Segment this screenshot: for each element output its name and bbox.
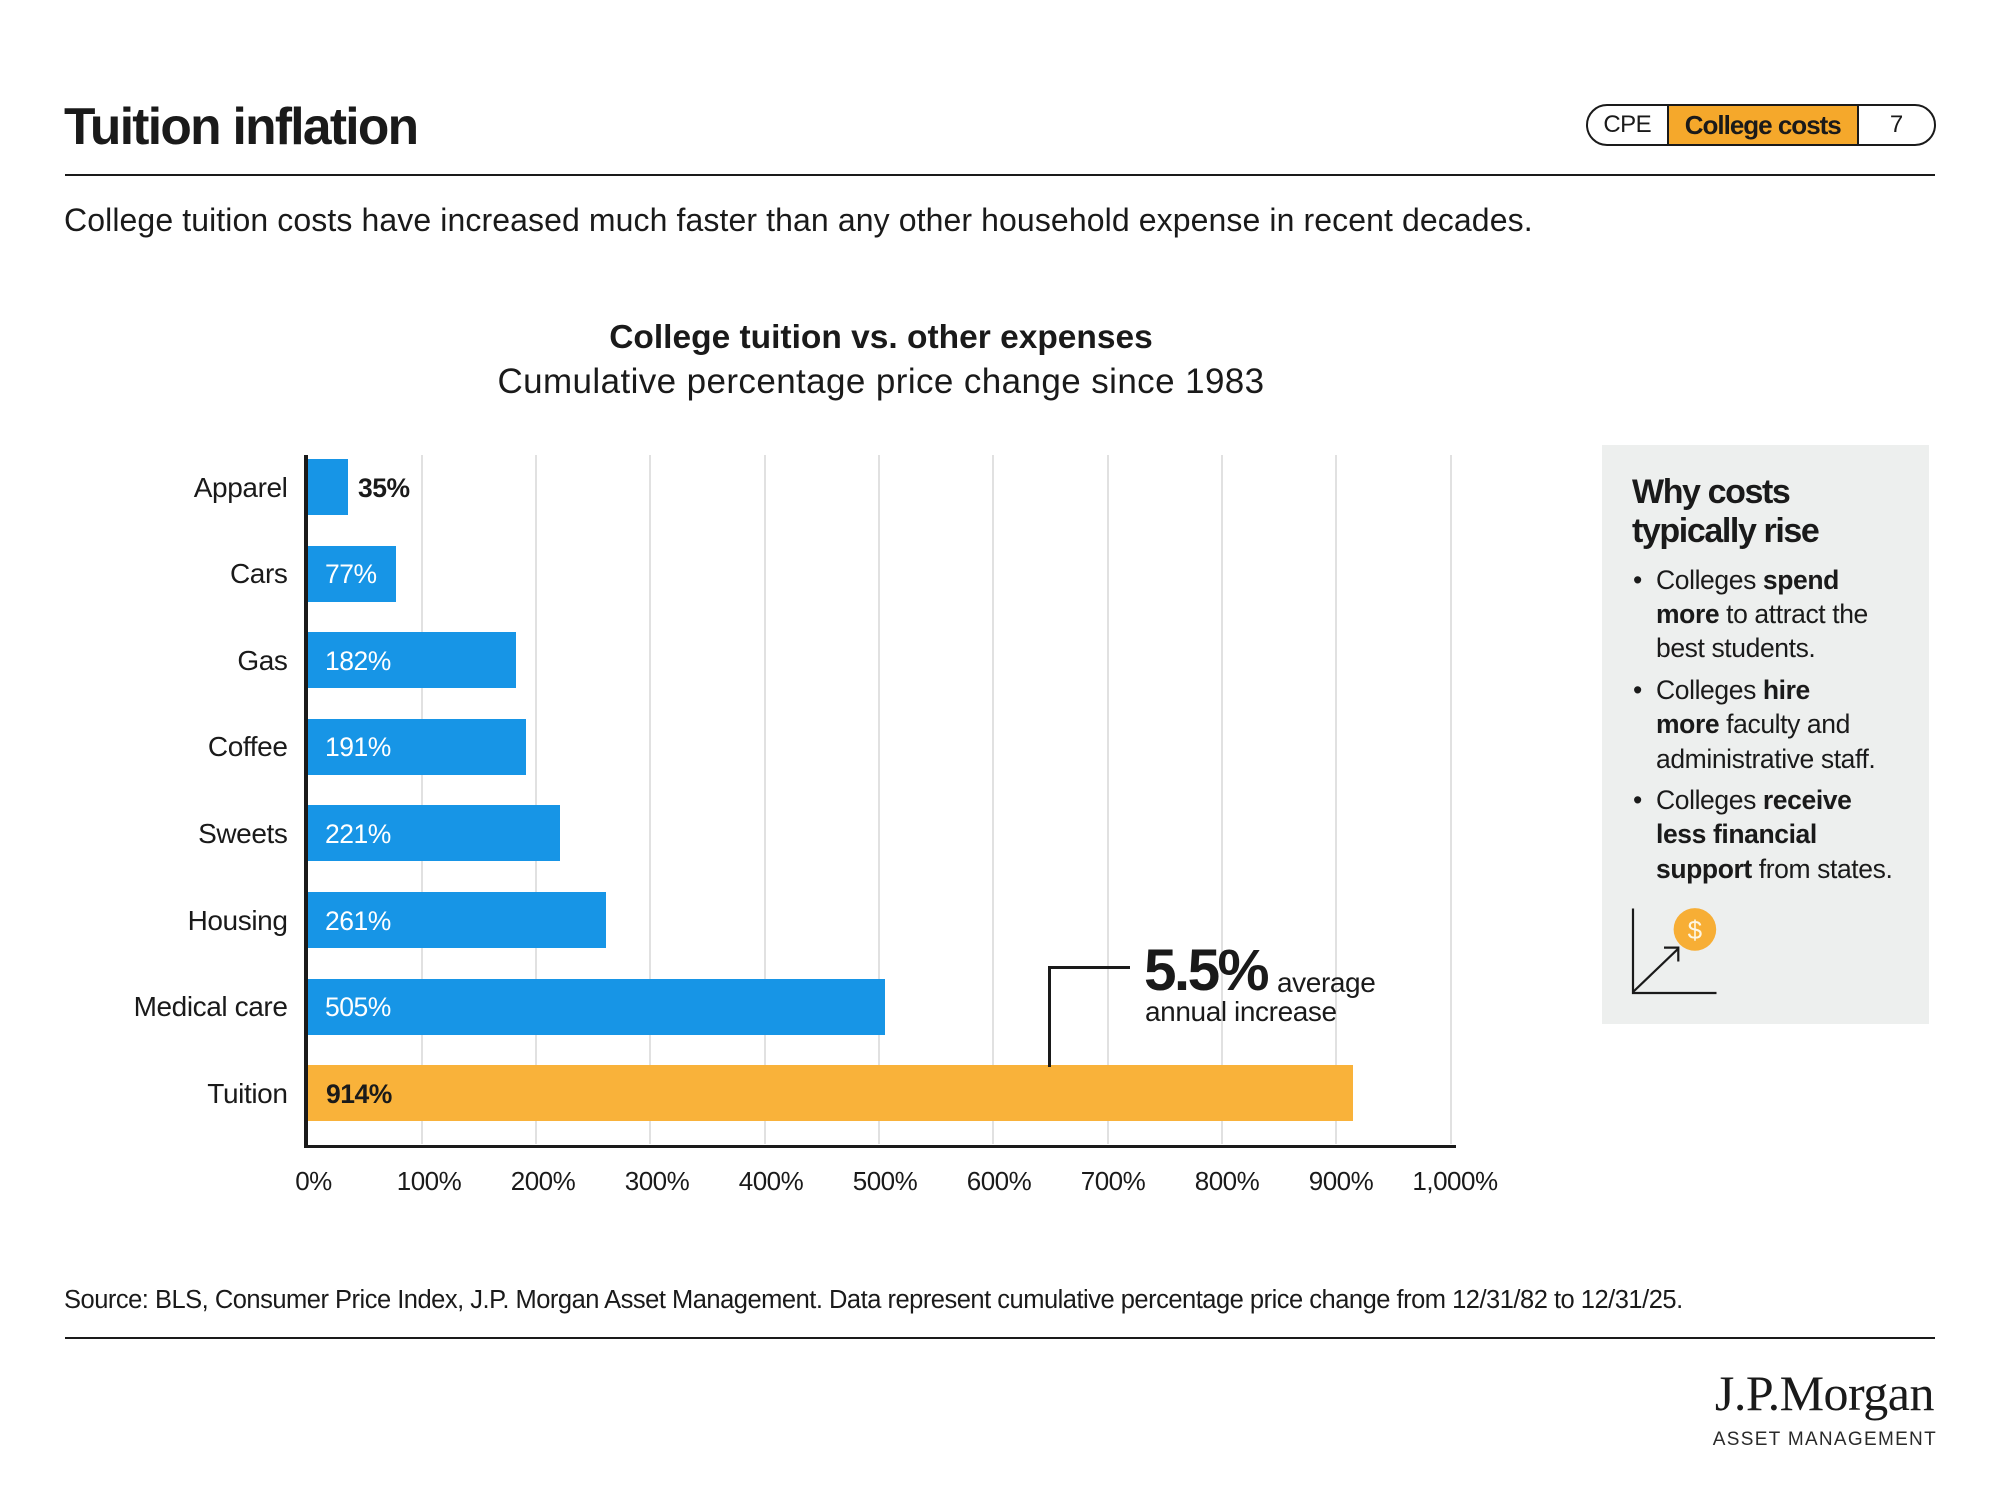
svg-text:$: $ bbox=[1688, 915, 1703, 945]
